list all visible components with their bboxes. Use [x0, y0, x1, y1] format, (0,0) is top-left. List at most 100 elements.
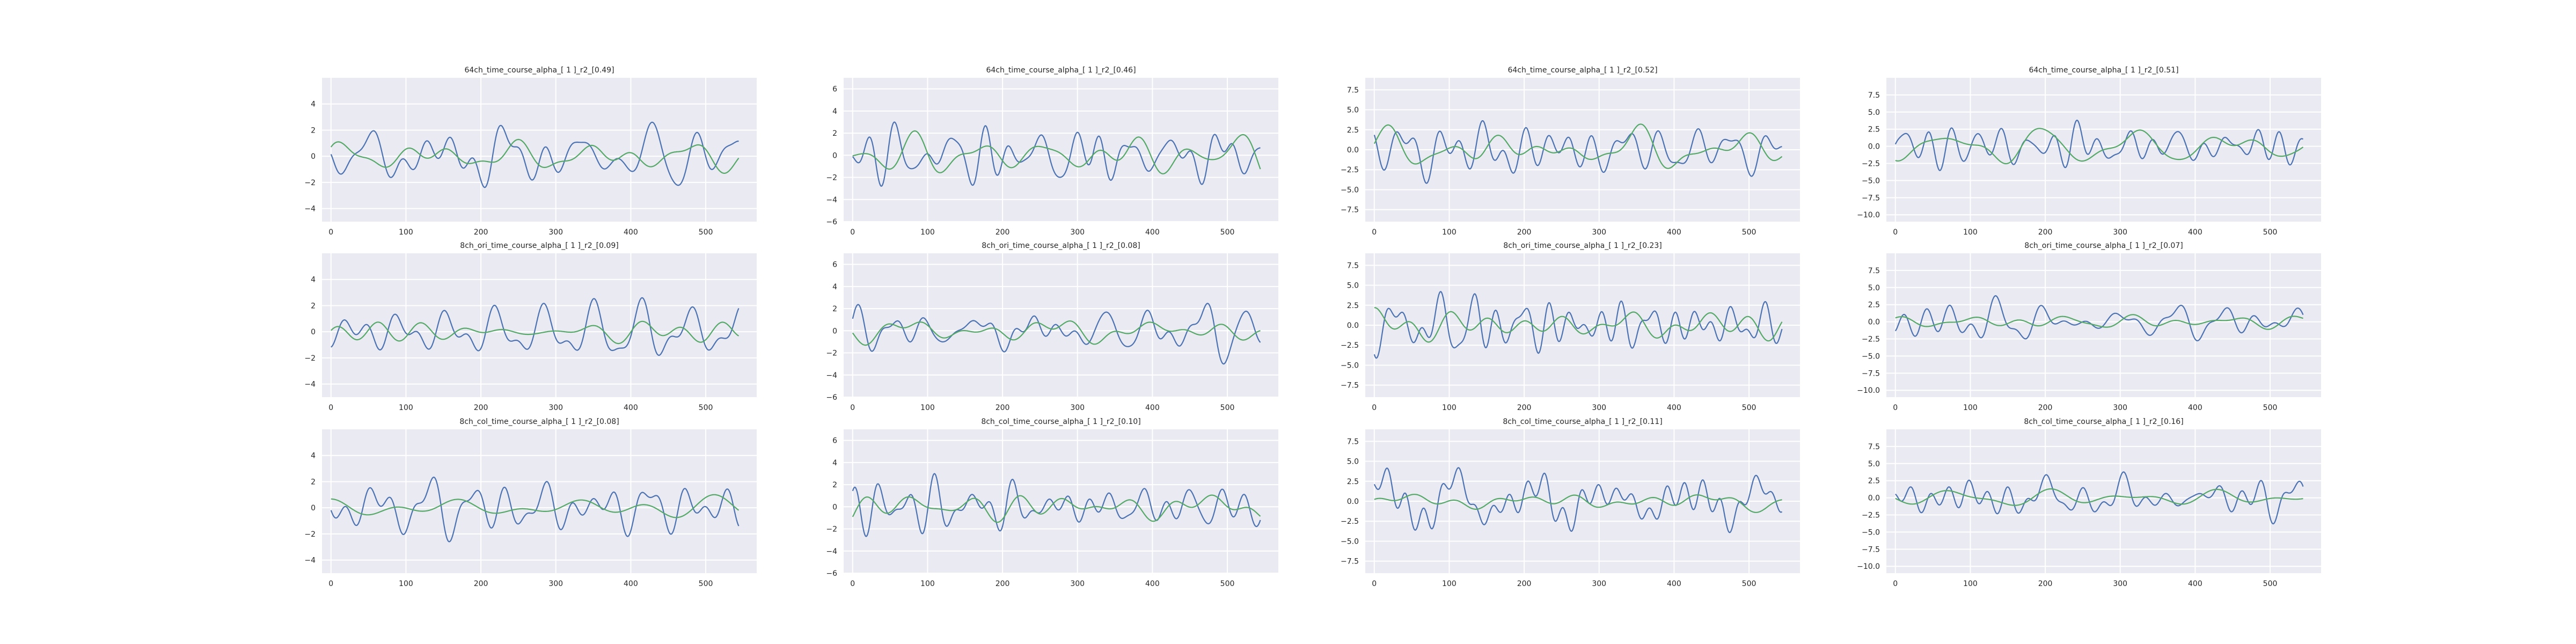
- subplot-title: 64ch_time_course_alpha_[ 1 ]_r2_[0.46]: [986, 66, 1136, 75]
- x-tick-label: 500: [699, 404, 713, 412]
- x-tick-label: 300: [548, 580, 563, 588]
- x-tick-label: 400: [2188, 228, 2202, 237]
- x-tick-label: 400: [2188, 404, 2202, 412]
- x-tick-label: 200: [996, 228, 1010, 237]
- y-tick-label: −4: [304, 557, 316, 565]
- y-tick-label: 5.0: [1347, 106, 1359, 115]
- series-line-blue: [1894, 295, 2304, 341]
- x-tick-label: 200: [1517, 404, 1532, 412]
- x-tick-label: 500: [1220, 228, 1235, 237]
- y-tick-label: 5.0: [1868, 460, 1880, 469]
- x-tick-label: 400: [1667, 228, 1681, 237]
- y-tick-label: 4: [832, 107, 837, 116]
- y-tick-label: −5.0: [1341, 361, 1359, 370]
- x-tick-label: 500: [1220, 404, 1235, 412]
- y-tick-label: 6: [832, 261, 837, 269]
- subplot-7: 7.5 5.0 2.5 0.0 −2.5 −5.0 −7.5 0 100 200 300 400 500…: [1341, 241, 1800, 412]
- y-tick-label: −7.5: [1341, 382, 1359, 390]
- x-tick-label: 0: [1893, 580, 1898, 588]
- y-tick-label: 2.5: [1868, 477, 1880, 486]
- y-tick-label: 2: [311, 478, 316, 486]
- y-tick-label: −5.0: [1341, 537, 1359, 546]
- x-tick-label: 100: [1442, 580, 1457, 588]
- y-tick-label: 2.5: [1868, 126, 1880, 134]
- x-tick-label: 0: [1372, 580, 1377, 588]
- x-tick-label: 400: [624, 580, 638, 588]
- x-tick-label: 0: [850, 580, 855, 588]
- subplot-title: 8ch_ori_time_course_alpha_[ 1 ]_r2_[0.23…: [1503, 241, 1662, 250]
- y-tick-label: −2: [304, 530, 316, 539]
- x-tick-label: 500: [1742, 404, 1757, 412]
- y-tick-label: 7.5: [1347, 86, 1359, 94]
- y-tick-label: −2: [826, 174, 837, 182]
- y-tick-label: 7.5: [1347, 437, 1359, 446]
- plot-area: [844, 429, 1278, 573]
- series-line-green: [1374, 494, 1782, 513]
- y-tick-label: −2: [304, 179, 316, 187]
- subplot-3: 7.5 5.0 2.5 0.0 −2.5 −5.0 −7.5 0 100 200 300 400 500…: [1341, 66, 1800, 237]
- y-tick-label: 4: [311, 276, 316, 284]
- x-tick-label: 400: [1145, 580, 1160, 588]
- x-tick-label: 300: [2113, 404, 2127, 412]
- x-tick-label: 400: [1667, 580, 1681, 588]
- y-tick-label: 0: [832, 503, 837, 511]
- x-tick-label: 100: [399, 228, 413, 237]
- x-tick-label: 300: [1070, 404, 1085, 412]
- y-tick-label: 4: [832, 283, 837, 291]
- subplot-8: 7.5 5.0 2.5 0.0 −2.5 −5.0 −7.5 −10.0 0 100 200 300 4…: [1857, 241, 2321, 412]
- x-tick-label: 400: [624, 228, 638, 237]
- series-line-green: [852, 320, 1261, 346]
- y-tick-label: −2: [304, 354, 316, 363]
- x-tick-label: 200: [2038, 228, 2053, 237]
- y-tick-label: 5.0: [1347, 282, 1359, 290]
- x-tick-label: 0: [850, 228, 855, 237]
- y-tick-label: 0: [311, 152, 316, 161]
- subplot-5: 4 2 0 −2 −4 0 100 200 300 400 500 8ch_ori_time_cour…: [304, 241, 757, 412]
- x-tick-label: 100: [920, 228, 935, 237]
- series-line-green: [331, 320, 740, 345]
- y-tick-label: 2.5: [1347, 478, 1359, 486]
- series-line-blue: [331, 297, 740, 356]
- y-tick-label: 2: [311, 302, 316, 310]
- series-line-green: [852, 130, 1261, 174]
- x-tick-label: 300: [548, 404, 563, 412]
- series-line-green: [1373, 123, 1783, 169]
- x-tick-label: 100: [920, 580, 935, 588]
- series-line-green: [1895, 314, 2303, 330]
- y-tick-label: −2: [826, 525, 837, 534]
- y-tick-label: −2.5: [1341, 517, 1359, 526]
- x-tick-label: 400: [1145, 228, 1160, 237]
- y-tick-label: −7.5: [1862, 194, 1880, 202]
- x-tick-label: 300: [1592, 404, 1606, 412]
- subplot-title: 8ch_ori_time_course_alpha_[ 1 ]_r2_[0.09…: [460, 241, 618, 250]
- subplot-title: 8ch_ori_time_course_alpha_[ 1 ]_r2_[0.08…: [982, 241, 1140, 250]
- series-line-green: [331, 494, 740, 518]
- y-tick-label: −7.5: [1862, 545, 1880, 554]
- subplot-10: 6 4 2 0 −2 −4 −6 0 100 200 300 400 500 8ch_col_time_c…: [826, 418, 1278, 588]
- y-tick-label: −10.0: [1857, 562, 1880, 571]
- x-tick-label: 0: [328, 228, 333, 237]
- y-tick-label: −10.0: [1857, 211, 1880, 219]
- series-line-blue: [1373, 120, 1782, 184]
- y-tick-label: −7.5: [1862, 369, 1880, 378]
- y-tick-label: 5.0: [1868, 284, 1880, 292]
- y-tick-label: 0.0: [1868, 494, 1880, 503]
- subplot-2: 6 4 2 0 −2 −4 −6 0 100 200 300 400 500 64ch_time_cour…: [826, 66, 1278, 237]
- subplot-title: 8ch_col_time_course_alpha_[ 1 ]_r2_[0.11…: [1503, 418, 1662, 426]
- subplot-title: 64ch_time_course_alpha_[ 1 ]_r2_[0.52]: [1507, 66, 1657, 75]
- subplot-1: 4 2 0 −2 −4 0 100 200 300 400 500 64ch_time_course_…: [304, 66, 757, 237]
- x-tick-label: 300: [1592, 580, 1606, 588]
- x-tick-label: 0: [1372, 404, 1377, 412]
- y-tick-label: 2: [832, 481, 837, 489]
- y-tick-label: −7.5: [1341, 558, 1359, 566]
- x-tick-label: 200: [996, 404, 1010, 412]
- y-tick-label: −2.5: [1862, 511, 1880, 520]
- y-tick-label: 4: [832, 459, 837, 467]
- subplot-9: 4 2 0 −2 −4 0 100 200 300 400 500 8ch_col_time_cour…: [304, 418, 757, 588]
- subplot-title: 8ch_ori_time_course_alpha_[ 1 ]_r2_[0.07…: [2024, 241, 2183, 250]
- series-line-blue: [330, 477, 740, 543]
- series-line-green: [1374, 307, 1783, 343]
- x-tick-label: 200: [474, 404, 488, 412]
- y-tick-label: 0.0: [1347, 146, 1359, 155]
